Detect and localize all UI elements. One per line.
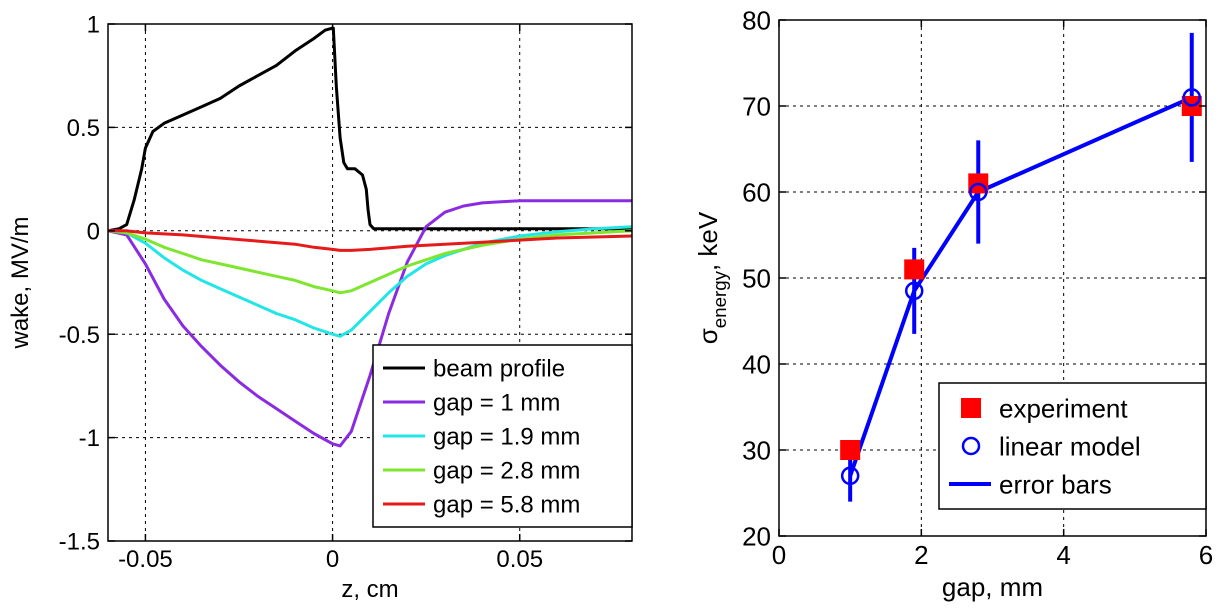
legend-label: gap = 1.9 mm: [433, 424, 580, 451]
legend-swatch-linear-model: [961, 436, 981, 456]
legend-label: gap = 1 mm: [433, 390, 560, 417]
x-tick-label: 0: [326, 546, 339, 573]
x-tick-label: 0.05: [496, 546, 543, 573]
experiment-marker: [840, 440, 861, 460]
linear-model-marker: [840, 466, 860, 486]
y-tick-label: 0.5: [67, 115, 100, 142]
y-axis-label: wake, MV/m: [7, 216, 34, 349]
y-tick-label: 50: [742, 263, 771, 293]
y-tick-label: -1: [79, 425, 100, 452]
legend-label: experiment: [999, 393, 1128, 423]
y-tick-label: 60: [742, 177, 771, 207]
experiment-marker: [904, 259, 925, 280]
y-tick-label: 0: [87, 218, 100, 245]
x-axis-label: gap, mm: [942, 572, 1043, 602]
x-tick-label: 0: [772, 540, 786, 570]
legend: beam profile gap = 1 mm gap = 1.9 mm gap = …: [372, 344, 633, 528]
x-axis-label: z, cm: [341, 576, 398, 603]
y-tick-label: -0.5: [59, 322, 100, 349]
legend-label: gap = 2.8 mm: [433, 458, 580, 485]
legend: experiment linear model error bars: [938, 382, 1207, 510]
axes-box: [107, 23, 633, 542]
series-line-gap-5-8-mm: [108, 229, 632, 252]
x-tick-label: 4: [1056, 540, 1070, 570]
x-tick-label: -0.05: [118, 546, 173, 573]
y-tick-label: 30: [742, 435, 771, 465]
y-axis-label: σenergy, keV: [693, 211, 730, 344]
series-line-gap-1-mm: [108, 199, 632, 448]
y-tick-label: -1.5: [59, 529, 100, 556]
series-line-gap-2-8-mm: [108, 229, 632, 295]
series-line-error-bars: [848, 95, 1193, 477]
y-tick-label: 20: [742, 521, 771, 551]
y-label-subscript: energy: [709, 270, 730, 328]
legend-label: linear model: [999, 431, 1141, 461]
y-label-unit: , keV: [693, 211, 723, 271]
x-tick-label: 2: [914, 540, 928, 570]
legend-box: [938, 382, 1207, 510]
y-tick-label: 70: [742, 91, 771, 121]
y-tick-label: 80: [742, 5, 771, 35]
panel-2: 0 2 4 6 20 30 40 50 60 70 80 gap, mm σenergy, keV exp…: [693, 5, 1213, 602]
linear-model-marker: [1182, 88, 1202, 107]
legend-label: beam profile: [433, 356, 565, 383]
panel-1: -0.05 0 0.05 -1.5 -1 -0.5 0 0.5 1 z, cm wake, MV/m…: [7, 12, 633, 603]
linear-model-marker: [969, 182, 988, 202]
y-tick-label: 1: [87, 12, 100, 39]
linear-model-marker: [904, 281, 924, 301]
plot-area: [840, 32, 1202, 502]
x-tick-label: 6: [1199, 540, 1213, 570]
y-label-symbol: σ: [693, 328, 723, 344]
legend-label: gap = 5.8 mm: [433, 492, 580, 519]
legend-label: error bars: [999, 469, 1112, 499]
y-tick-label: 40: [742, 349, 771, 379]
legend-swatch-experiment: [961, 398, 981, 418]
